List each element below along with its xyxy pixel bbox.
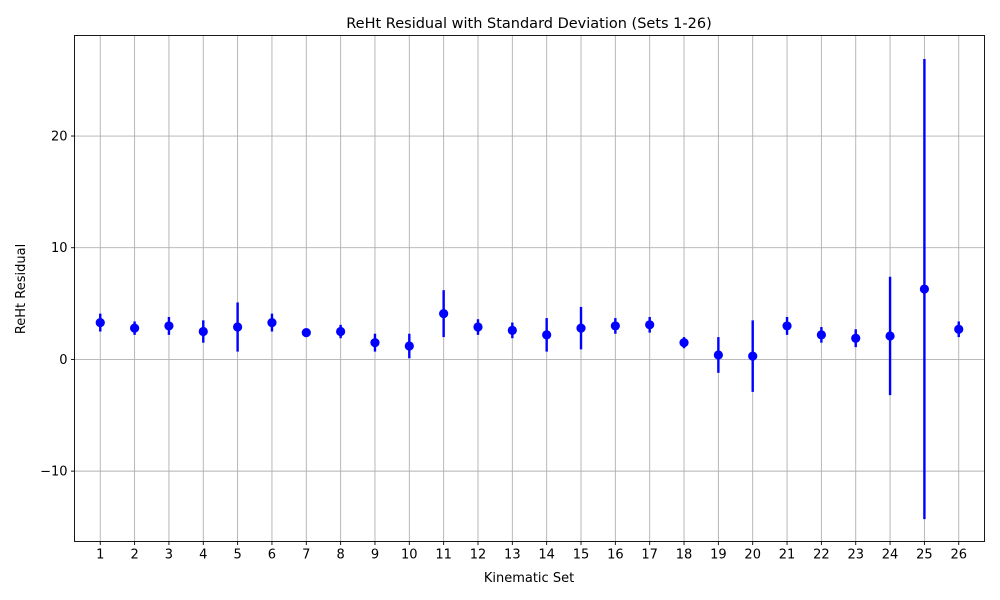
data-point <box>336 326 346 337</box>
x-tick-label: 17 <box>641 548 658 563</box>
x-tick-label: 11 <box>435 548 452 563</box>
y-tick-label: 10 <box>51 241 68 256</box>
data-point <box>301 328 311 338</box>
x-tick-label: 10 <box>401 548 418 563</box>
data-point <box>129 323 140 333</box>
chart-title: ReHt Residual with Standard Deviation (S… <box>346 16 712 32</box>
data-point <box>473 322 483 332</box>
x-tick-label: 7 <box>302 548 310 563</box>
data-point <box>198 326 208 337</box>
data-point <box>404 341 414 351</box>
y-tick-layer: −10 0 10 20 <box>40 130 75 480</box>
x-tick-label: 25 <box>916 548 933 563</box>
x-tick-label: 1 <box>96 548 104 563</box>
data-point <box>507 325 517 335</box>
data-point <box>95 317 105 328</box>
data-point <box>267 317 277 328</box>
x-tick-label: 6 <box>268 548 276 563</box>
x-tick-layer: 1 2 3 4 5 6 7 8 9 10 11 12 13 14 15 16 17 18 19 20 21 22 23 24 2… <box>96 541 967 563</box>
x-tick-label: 24 <box>882 548 899 563</box>
data-point <box>439 309 449 319</box>
data-point <box>576 323 586 333</box>
data-point <box>954 324 964 334</box>
x-tick-label: 9 <box>371 548 379 563</box>
x-tick-label: 3 <box>165 548 173 563</box>
x-tick-label: 19 <box>710 548 727 563</box>
plot-frame <box>74 35 985 542</box>
x-tick-label: 2 <box>130 548 138 563</box>
data-point <box>851 333 861 343</box>
x-tick-label: 5 <box>233 548 241 563</box>
x-tick-label: 13 <box>504 548 521 563</box>
data-point <box>713 350 723 360</box>
x-tick-label: 15 <box>573 548 590 563</box>
x-tick-label: 14 <box>538 548 555 563</box>
data-point <box>679 338 689 348</box>
data-point <box>782 321 792 331</box>
data-point <box>919 284 930 294</box>
point-layer <box>95 284 964 361</box>
data-point <box>542 330 552 340</box>
data-point <box>233 322 243 332</box>
data-point <box>164 321 174 331</box>
x-axis-label: Kinematic Set <box>484 571 574 586</box>
x-tick-label: 20 <box>744 548 761 563</box>
x-tick-label: 23 <box>847 548 864 563</box>
x-tick-label: 12 <box>470 548 487 563</box>
y-axis-label: ReHt Residual <box>14 244 29 334</box>
data-point <box>645 320 655 330</box>
x-tick-label: 8 <box>336 548 344 563</box>
y-tick-label: 0 <box>59 353 67 368</box>
x-tick-label: 16 <box>607 548 624 563</box>
data-point <box>610 321 620 331</box>
y-tick-label: 20 <box>51 130 68 145</box>
x-tick-label: 21 <box>779 548 796 563</box>
x-tick-label: 4 <box>199 548 207 563</box>
x-tick-label: 22 <box>813 548 830 563</box>
data-point <box>748 351 758 361</box>
data-point <box>370 338 380 348</box>
y-tick-label: −10 <box>40 465 67 480</box>
data-point <box>816 330 826 340</box>
x-tick-label: 18 <box>676 548 693 563</box>
x-tick-label: 26 <box>950 548 967 563</box>
data-point <box>885 331 895 341</box>
